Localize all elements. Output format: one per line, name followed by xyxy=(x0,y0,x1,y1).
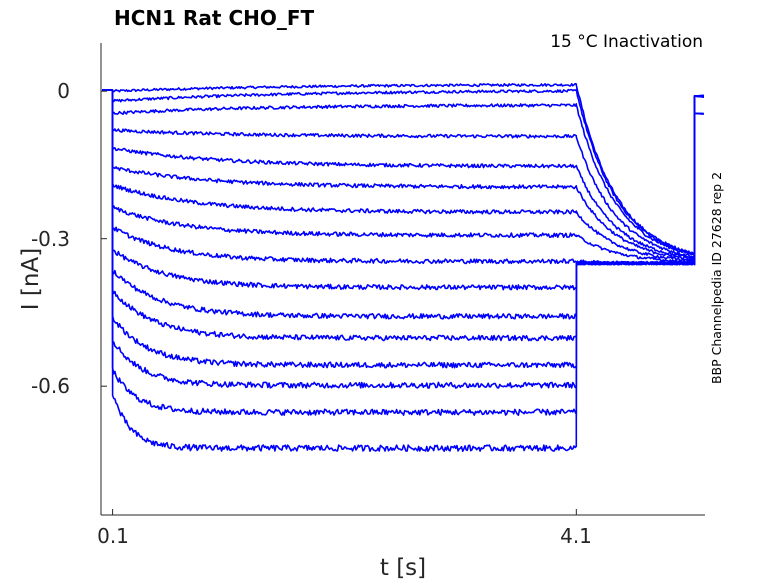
ticks xyxy=(101,90,577,515)
trace-14 xyxy=(102,89,704,389)
trace-11 xyxy=(102,89,704,320)
condition-label: 15 °C Inactivation xyxy=(550,32,703,52)
x-axis-label: t [s] xyxy=(380,555,426,581)
trace-7 xyxy=(102,89,704,263)
trace-4 xyxy=(102,89,704,258)
chart-title: HCN1 Rat CHO_FT xyxy=(114,6,315,30)
xtick-label: 0.1 xyxy=(97,524,129,548)
xtick-label: 4.1 xyxy=(560,524,592,548)
trace-3 xyxy=(102,89,704,257)
traces xyxy=(102,82,704,453)
trace-5 xyxy=(102,89,704,261)
trace-9 xyxy=(102,89,704,266)
trace-2 xyxy=(102,88,704,255)
trace-6 xyxy=(102,89,704,261)
ytick-label: 0 xyxy=(57,79,70,103)
trace-15 xyxy=(102,89,704,416)
ytick-label: -0.3 xyxy=(31,227,70,251)
trace-8 xyxy=(102,89,704,264)
trace-1 xyxy=(102,82,704,256)
trace-16 xyxy=(102,89,704,453)
source-label: BBP Channelpedia ID 27628 rep 2 xyxy=(709,172,724,384)
trace-12 xyxy=(102,89,704,342)
ytick-label: -0.6 xyxy=(31,374,70,398)
y-axis-label: I [nA] xyxy=(18,248,44,310)
